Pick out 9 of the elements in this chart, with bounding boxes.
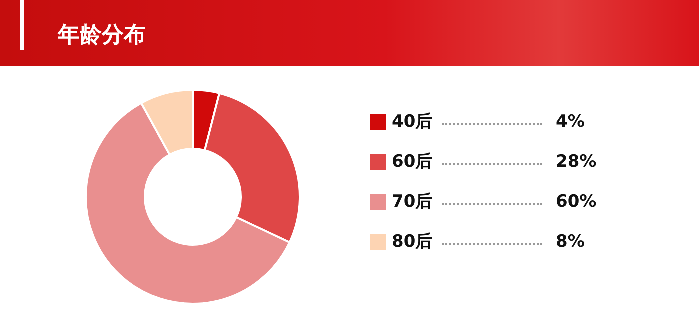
data-label: 60% <box>556 191 597 214</box>
data-label: 4% <box>556 111 585 134</box>
chart-title: 年龄分布 <box>58 22 146 50</box>
legend-label: 70后 <box>392 191 433 214</box>
data-label: 8% <box>556 231 585 254</box>
legend-label: 60后 <box>392 151 433 174</box>
legend-label: 80后 <box>392 231 433 254</box>
data-label: 28% <box>556 151 597 174</box>
legend-label: 40后 <box>392 111 433 134</box>
